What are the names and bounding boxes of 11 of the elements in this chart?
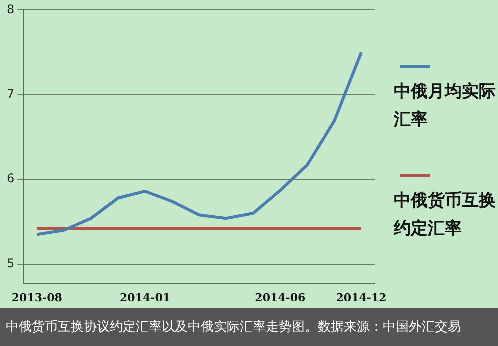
x-tick-label: 2013-08 — [12, 291, 63, 304]
x-tick-label: 2014-01 — [120, 291, 171, 304]
x-tick-label: 2014-12 — [336, 291, 387, 304]
legend-label: 中俄货币互换约定汇率 — [394, 191, 496, 239]
legend-label: 中俄月均实际汇率 — [394, 82, 496, 130]
y-tick-label: 7 — [6, 87, 15, 102]
y-tick-label: 5 — [6, 256, 15, 270]
text: 中俄货币互换协议约定汇率以及中俄实际汇率走势图。数据来源：中国外汇交易 — [0, 308, 498, 346]
x-tick-label: 2014-06 — [255, 291, 306, 304]
y-tick-label: 6 — [6, 172, 15, 186]
y-tick-label: 8 — [6, 2, 15, 16]
